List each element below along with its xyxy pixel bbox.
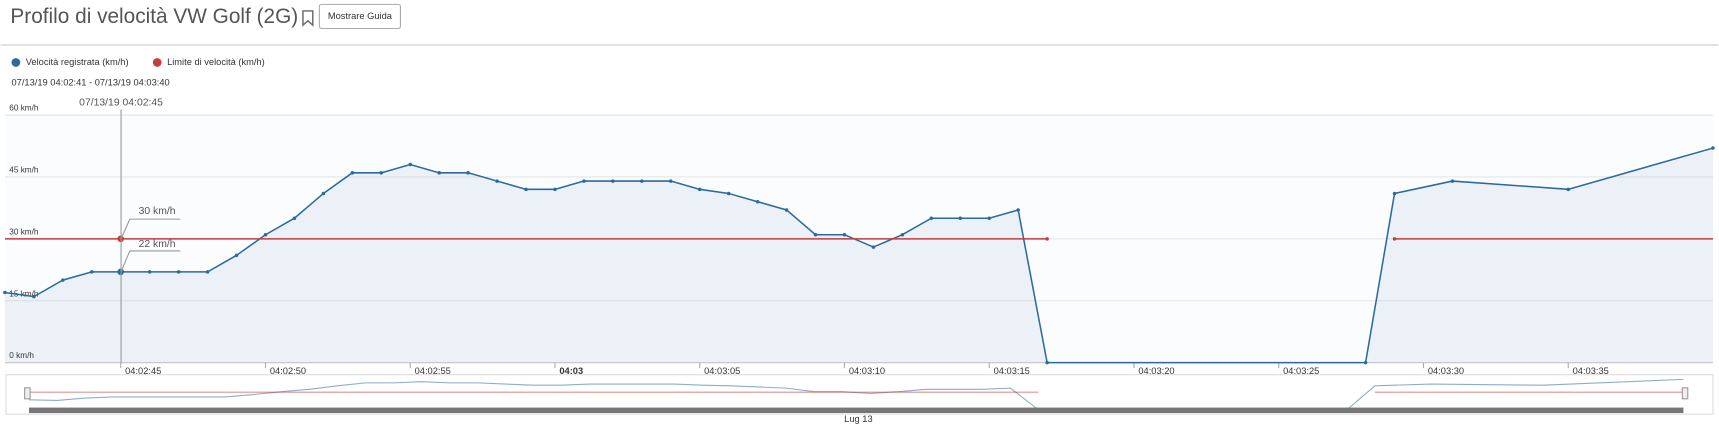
navigator-handle[interactable] (1681, 387, 1689, 400)
data-point (958, 216, 963, 220)
data-point (1392, 191, 1397, 196)
y-tick-label: 45 km/h (9, 166, 39, 175)
hover-leader (120, 218, 181, 240)
bookmark-icon[interactable] (302, 10, 314, 27)
data-point (176, 270, 181, 274)
x-tick-label: 04:02:50 (270, 366, 306, 376)
data-point (234, 253, 239, 258)
data-point (466, 171, 470, 175)
plot: 0 km/h 15 km/h 30 km/h 45 km/h 60 km/h 04:02:… (3, 104, 1715, 376)
data-point (90, 270, 94, 274)
area (4, 148, 1713, 363)
data-point (408, 162, 412, 167)
hover-label: 22 km/h (139, 239, 176, 250)
y-tick-label: 15 km/h (9, 289, 39, 298)
x-tick-label: 04:03:20 (1138, 366, 1174, 376)
navigator-handle[interactable] (24, 387, 31, 400)
data-point (1045, 360, 1049, 365)
page-title: Profilo di velocità VW Golf (2G) (10, 5, 298, 28)
x-tick-label: 04:03 (559, 366, 583, 376)
button-box[interactable] (318, 3, 401, 30)
data-point (813, 232, 818, 237)
x-tick-label: 04:03:15 (994, 366, 1030, 376)
navigator-line (29, 378, 1684, 411)
data-point (1392, 237, 1397, 241)
data-point (263, 232, 268, 237)
data-point (553, 187, 557, 192)
data-point (205, 270, 210, 274)
hover-label: 30 km/h (139, 206, 176, 217)
legend-marker (11, 58, 21, 67)
data-point (755, 199, 760, 204)
data-point (32, 294, 36, 299)
data-point (1566, 187, 1570, 192)
y-tick-label: 60 km/h (9, 104, 39, 113)
guide-button[interactable]: Mostrare Guida (318, 3, 401, 30)
legend-marker (152, 58, 162, 67)
data-point (437, 171, 441, 175)
data-point (582, 179, 586, 183)
data-point (3, 290, 7, 295)
data-point (784, 208, 789, 212)
data-point (929, 216, 934, 220)
legend-label: Limite di velocità (km/h) (167, 57, 265, 67)
navigator[interactable] (5, 374, 1714, 415)
x-tick-label: 04:02:55 (415, 366, 451, 376)
range-text: 07/13/19 04:02:41 - 07/13/19 04:03:40 (12, 78, 170, 88)
data-point (640, 179, 644, 183)
y-tick-label: 0 km/h (9, 351, 34, 360)
series-line (4, 147, 1714, 364)
data-point (697, 187, 702, 192)
x-tick-label: 04:03:35 (1573, 366, 1609, 376)
navigator-label: Lug 13 (844, 414, 872, 424)
data-point (871, 245, 876, 249)
data-point (611, 179, 615, 183)
data-point (495, 179, 499, 183)
data-point (987, 216, 991, 220)
x-tick-label: 04:03:10 (849, 366, 885, 376)
data-point (321, 191, 326, 196)
x-tick-label: 04:03:30 (1428, 366, 1464, 376)
data-point (1016, 208, 1020, 212)
button-label[interactable]: Mostrare Guida (328, 11, 393, 21)
hover-leader (120, 250, 181, 272)
data-point (1363, 360, 1368, 365)
x-tick-label: 04:02:45 (125, 366, 161, 376)
data-point (379, 171, 384, 175)
data-point (147, 270, 152, 274)
data-point (669, 179, 673, 183)
data-point (350, 171, 355, 175)
y-tick-label: 30 km/h (9, 227, 39, 236)
data-point (1711, 146, 1715, 150)
data-point (726, 191, 731, 196)
x-tick-label: 04:03:05 (704, 366, 740, 376)
data-point (900, 232, 905, 237)
data-point (842, 232, 847, 237)
navigator-scrollbar[interactable] (29, 407, 1684, 414)
legend-label: Velocità registrata (km/h) (26, 57, 129, 67)
data-point (1450, 179, 1455, 183)
navigator-series (29, 378, 1684, 411)
x-tick-label: 04:03:25 (1283, 366, 1319, 376)
data-point (524, 187, 528, 192)
data-point (1045, 237, 1049, 241)
data-point (292, 216, 297, 220)
hover-time: 07/13/19 04:02:45 (79, 98, 163, 109)
data-point (61, 278, 65, 282)
